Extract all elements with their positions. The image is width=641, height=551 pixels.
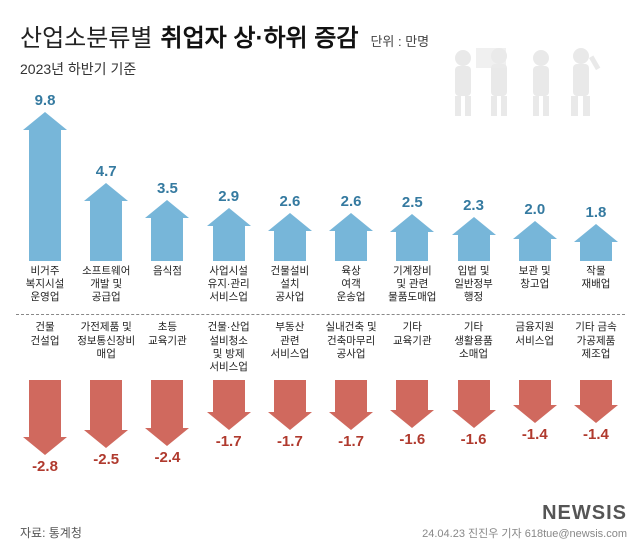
up-arrow: 2.9 [200,189,258,261]
down-arrow: -1.7 [261,380,319,449]
down-value: -2.5 [93,452,119,467]
up-value: 9.8 [35,93,56,108]
down-arrow: -1.6 [445,380,503,447]
down-value: -1.4 [583,427,609,442]
down-value: -2.4 [155,450,181,465]
down-label: 건물·산업설비청소및 방제서비스업 [200,321,258,374]
down-arrow: -2.5 [77,380,135,467]
down-label: 건물건설업 [16,321,74,374]
down-label: 부동산관련서비스업 [261,321,319,374]
down-arrow: -1.4 [567,380,625,442]
up-value: 1.8 [586,205,607,220]
down-arrow: -1.4 [506,380,564,442]
up-arrow: 2.6 [261,194,319,261]
down-value: -1.7 [216,434,242,449]
up-arrow: 1.8 [567,205,625,261]
down-value: -1.6 [399,432,425,447]
up-value: 2.3 [463,198,484,213]
credit: 24.04.23 진진우 기자 618tue@newsis.com [422,525,627,541]
up-value: 2.6 [341,194,362,209]
down-label: 기타생활용품소매업 [445,321,503,374]
divider [16,314,625,315]
down-value: -2.8 [32,459,58,474]
down-label: 기타교육기관 [383,321,441,374]
down-value: -1.7 [277,434,303,449]
up-arrow: 2.6 [322,194,380,261]
down-arrow: -1.6 [383,380,441,447]
down-arrow: -1.7 [322,380,380,449]
up-arrow: 2.3 [445,198,503,261]
down-label: 실내건축 및건축마무리공사업 [322,321,380,374]
down-arrow: -2.4 [138,380,196,465]
up-label: 육상여객운송업 [322,265,380,304]
down-value: -1.6 [461,432,487,447]
up-value: 2.6 [279,194,300,209]
down-value: -1.4 [522,427,548,442]
brand-logo: NEWSIS [542,502,627,525]
up-label: 작물재배업 [567,265,625,304]
down-label: 금융지원서비스업 [506,321,564,374]
up-arrow: 3.5 [138,181,196,261]
up-label: 건물설비설치공사업 [261,265,319,304]
up-label: 음식점 [138,265,196,304]
down-label: 기타 금속가공제품제조업 [567,321,625,374]
title-bold: 취업자 상·하위 증감 [160,18,358,53]
up-label: 사업시설유지·관리서비스업 [200,265,258,304]
chart: 9.8 4.7 3.5 2.9 2.6 2.6 2.5 2.3 2.0 1.8 [0,91,641,261]
up-value: 2.5 [402,195,423,210]
down-arrow: -2.8 [16,380,74,474]
down-label: 가전제품 및정보통신장비매업 [77,321,135,374]
unit: 단위 : 만명 [370,31,429,50]
down-arrow: -1.7 [200,380,258,449]
up-label: 소프트웨어개발 및공급업 [77,265,135,304]
source: 자료: 통계청 [20,524,82,541]
up-value: 4.7 [96,164,117,179]
up-value: 2.0 [524,202,545,217]
up-arrow: 9.8 [16,93,74,261]
up-label: 기계장비및 관련물품도매업 [383,265,441,304]
up-arrow: 2.0 [506,202,564,261]
up-arrow: 2.5 [383,195,441,261]
up-arrow: 4.7 [77,164,135,261]
up-label: 입법 및일반정부행정 [445,265,503,304]
up-value: 2.9 [218,189,239,204]
down-value: -1.7 [338,434,364,449]
title-light: 산업소분류별 [20,18,152,53]
up-value: 3.5 [157,181,178,196]
up-label: 비거주복지시설운영업 [16,265,74,304]
up-label: 보관 및창고업 [506,265,564,304]
down-label: 초등교육기관 [138,321,196,374]
